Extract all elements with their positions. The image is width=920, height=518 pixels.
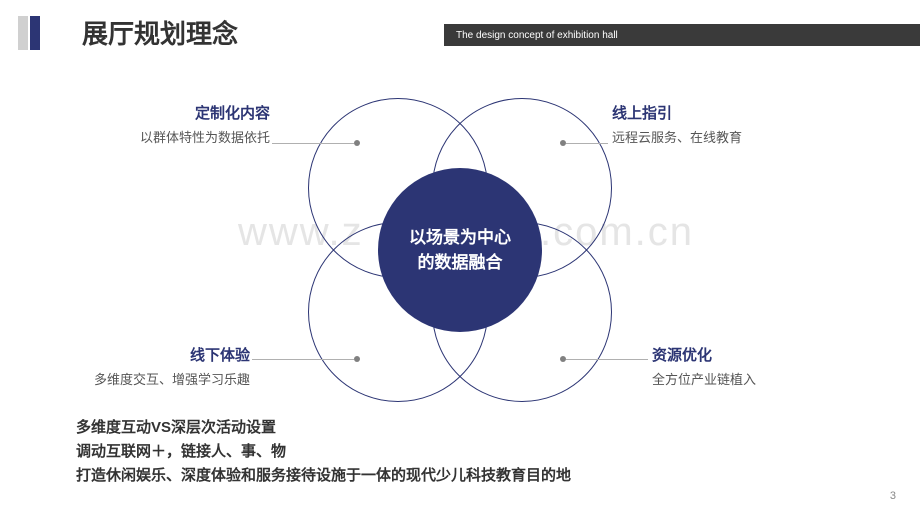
center-text-l2: 的数据融合	[418, 250, 503, 276]
callout-bl-title: 线下体验	[60, 344, 250, 365]
callout-br-sub: 全方位产业链植入	[652, 369, 852, 388]
connector-line-tr	[566, 143, 608, 144]
callout-tl-title: 定制化内容	[100, 102, 270, 123]
footer-text: 多维度互动VS深层次活动设置 调动互联网＋，链接人、事、物 打造休闲娱乐、深度体…	[76, 416, 571, 488]
header-accent-bars	[18, 16, 40, 50]
callout-br-title: 资源优化	[652, 344, 852, 365]
callout-top-right: 线上指引 远程云服务、在线教育	[612, 102, 812, 146]
venn-diagram: www.z .com.cn 以场景为中心 的数据融合 定制化内容 以群体特性为数…	[0, 70, 920, 410]
title-subbar: The design concept of exhibition hall	[444, 24, 920, 46]
connector-dot-tl	[354, 140, 360, 146]
center-text-l1: 以场景为中心	[409, 225, 511, 251]
callout-bl-sub: 多维度交互、增强学习乐趣	[60, 369, 250, 388]
connector-line-bl	[252, 359, 354, 360]
accent-bar-navy	[30, 16, 40, 50]
callout-tr-sub: 远程云服务、在线教育	[612, 127, 812, 146]
callout-tl-sub: 以群体特性为数据依托	[100, 127, 270, 146]
footer-l2: 调动互联网＋，链接人、事、物	[76, 440, 571, 464]
callout-bottom-right: 资源优化 全方位产业链植入	[652, 344, 852, 388]
connector-line-br	[566, 359, 648, 360]
accent-bar-gray	[18, 16, 28, 50]
footer-l3: 打造休闲娱乐、深度体验和服务接待设施于一体的现代少儿科技教育目的地	[76, 464, 571, 488]
callout-bottom-left: 线下体验 多维度交互、增强学习乐趣	[60, 344, 250, 388]
footer-l1: 多维度互动VS深层次活动设置	[76, 416, 571, 440]
center-circle: 以场景为中心 的数据融合	[378, 168, 542, 332]
callout-tr-title: 线上指引	[612, 102, 812, 123]
page-title-en: The design concept of exhibition hall	[456, 30, 618, 41]
page-number: 3	[890, 490, 896, 502]
callout-top-left: 定制化内容 以群体特性为数据依托	[100, 102, 270, 146]
connector-line-tl	[272, 143, 354, 144]
connector-dot-bl	[354, 356, 360, 362]
page-title-cn: 展厅规划理念	[82, 14, 238, 51]
